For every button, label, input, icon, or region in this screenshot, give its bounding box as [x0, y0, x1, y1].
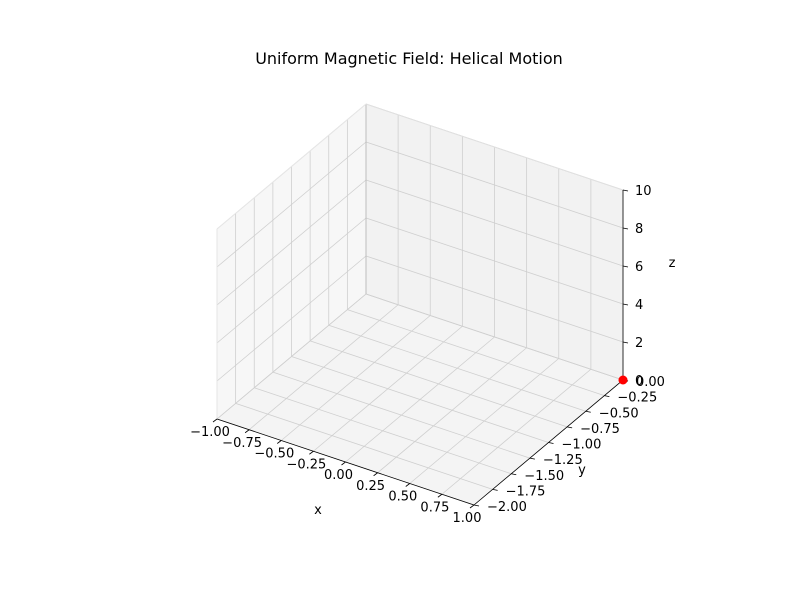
x-tick-label: 0.75: [420, 500, 449, 515]
y-tick-label: −1.00: [562, 438, 602, 453]
left-grid-line-z: [216, 255, 367, 382]
y-tick-mark: [511, 473, 517, 476]
back-grid-line-z: [365, 141, 624, 229]
y-tick-mark: [604, 395, 610, 398]
y-tick-mark: [548, 442, 554, 444]
x-tick-mark: [277, 440, 282, 444]
z-tick-mark: [622, 265, 629, 268]
x-tick-label: −0.25: [286, 457, 326, 472]
z-tick-label: 10: [635, 184, 652, 199]
z-tick-label: 4: [635, 298, 643, 313]
x-tick-mark: [437, 493, 443, 498]
y-tick-label: 0.00: [636, 375, 665, 390]
z-tick-mark: [622, 189, 629, 192]
y-axis-label: y: [578, 463, 586, 478]
left-grid-line-z: [216, 217, 367, 344]
y-tick-label: −0.50: [599, 406, 639, 421]
pane-edge: [365, 103, 624, 191]
x-tick-label: 0.50: [388, 490, 417, 505]
x-tick-mark: [212, 418, 218, 423]
floor-grid-line-y: [309, 340, 568, 428]
y-tick-label: −2.00: [487, 500, 527, 515]
axis-ticks: −1.00−0.75−0.50−0.250.000.250.500.751.00…: [190, 184, 665, 526]
z-tick-label: 2: [635, 336, 643, 351]
left-grid-line-z: [216, 293, 367, 420]
y-tick-mark: [585, 410, 591, 413]
particle-point: [618, 375, 628, 385]
y-tick-label: −1.75: [506, 484, 546, 499]
x-tick-mark: [244, 429, 250, 434]
z-tick-label: 8: [635, 222, 643, 237]
data-points: [618, 375, 628, 385]
y-tick-label: −0.75: [580, 422, 620, 437]
x-axis-label: x: [314, 503, 322, 518]
x-tick-label: 0.25: [356, 479, 385, 494]
y-tick-mark: [473, 504, 480, 507]
x-tick-mark: [341, 461, 346, 466]
left-grid-line-z: [216, 141, 367, 268]
y-tick-label: −1.25: [543, 453, 583, 468]
y-tick-label: −1.50: [524, 469, 564, 484]
z-tick-label: 6: [635, 260, 643, 275]
chart-title: Uniform Magnetic Field: Helical Motion: [255, 49, 563, 68]
floor-grid-line-y: [328, 324, 586, 412]
x-tick-label: 0.00: [324, 468, 353, 483]
back-grid-line-z: [365, 179, 624, 267]
floor-grid-line-y: [272, 371, 531, 459]
floor-grid-line-y: [347, 309, 605, 397]
x-tick-label: −0.75: [222, 436, 262, 451]
x-tick-mark: [373, 472, 378, 477]
z-tick-label: 0: [635, 374, 643, 389]
y-tick-mark: [492, 488, 498, 491]
floor-grid-line-y: [254, 387, 512, 475]
back-grid-line-z: [365, 255, 624, 343]
x-tick-mark: [309, 450, 314, 455]
x-tick-label: −0.50: [254, 447, 294, 462]
left-grid-line-z: [216, 179, 367, 306]
x-tick-label: 1.00: [453, 511, 482, 526]
z-axis-label: z: [669, 256, 676, 271]
pane-edge: [216, 103, 367, 230]
x-tick-label: −1.00: [190, 425, 230, 440]
x-tick-mark: [469, 504, 475, 509]
back-grid-line-z: [365, 217, 624, 305]
y-tick-mark: [567, 426, 573, 429]
x-tick-mark: [405, 483, 410, 487]
floor-grid-line-y: [235, 402, 493, 490]
z-tick-mark: [622, 303, 629, 306]
z-tick-mark: [622, 341, 629, 344]
z-tick-mark: [622, 227, 629, 230]
y-tick-mark: [529, 457, 535, 460]
y-tick-label: −0.25: [617, 391, 657, 406]
back-grid-line-z: [365, 293, 624, 381]
floor-grid-line-y: [291, 356, 549, 443]
